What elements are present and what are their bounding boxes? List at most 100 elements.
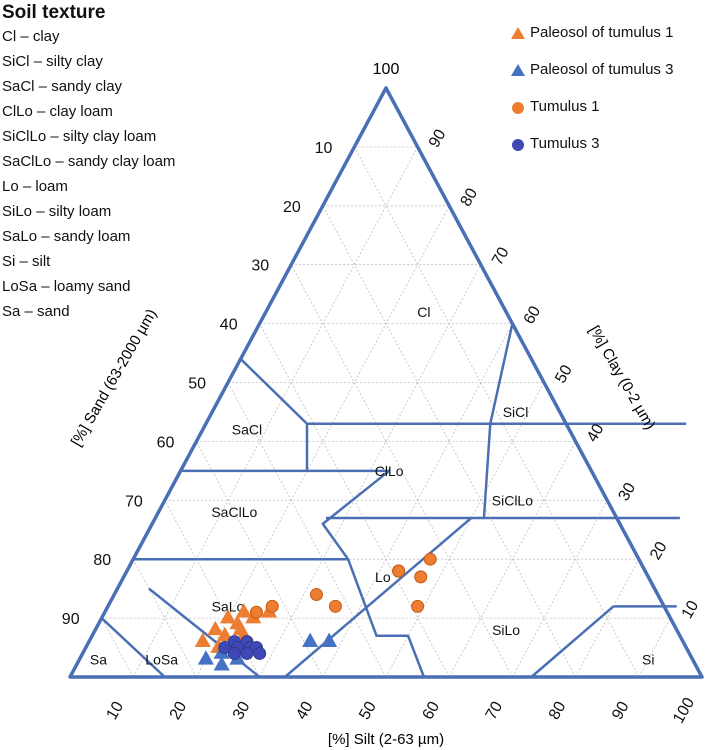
grid-line-silt [638,617,671,678]
legend-marker [511,26,525,39]
soil-texture-legend-item: Si – silt [2,253,51,270]
silt-tick-label: 90 [609,699,633,723]
silt-tick-label: 10 [103,699,127,723]
clay-tick-label: 80 [457,186,481,210]
point-paleosol-of-tumulus-1 [216,626,233,642]
silt-tick-label: 60 [419,699,443,723]
region-label-salo: SaLo [212,598,245,614]
point-paleosol-of-tumulus-3 [197,650,214,665]
soil-texture-legend-item: ClLo – clay loam [2,103,113,120]
region-boundary [530,605,615,678]
silt-tick-label: 40 [293,699,317,723]
silt-tick-label: 50 [356,699,380,723]
legend-marker [512,138,524,151]
clay-tick-label: 50 [552,362,576,386]
point-tumulus-3 [218,641,232,655]
circle-marker-icon [512,138,524,151]
series-legend-item: Paleosol of tumulus 1 [510,14,673,51]
series-legend-label: Tumulus 3 [530,135,600,152]
clay-tick-label: 90 [426,127,450,151]
soil-texture-legend-item: Cl – clay [2,28,60,45]
sand-tick-label: 50 [188,376,206,393]
clay-axis-title: [%] Clay (0-2 µm) [585,323,658,433]
soil-texture-legend-item: Lo – loam [2,178,68,195]
grid-line-silt [196,205,450,678]
grid-line-sand [354,146,640,678]
sand-tick-label: 10 [315,140,333,157]
region-label-sicllo: SiClLo [492,492,533,508]
circle-marker-icon [512,101,524,114]
legend-marker [511,63,525,76]
series-legend-label: Paleosol of tumulus 1 [530,24,674,41]
point-paleosol-of-tumulus-1 [194,632,211,647]
silt-tick-label: 30 [230,699,254,723]
grid-line-sand [101,617,134,678]
point-tumulus-1 [309,588,323,602]
region-label-cllo: ClLo [375,463,404,479]
point-paleosol-of-tumulus-1 [207,620,224,636]
region-label-silo: SiLo [492,622,520,638]
region-boundary [284,517,473,678]
silt-tick-label: 70 [483,699,507,723]
clay-tick-label: 20 [647,539,671,563]
clay-tick-label: 40 [584,421,608,445]
soil-texture-legend-item: SiLo – silty loam [2,203,112,220]
sand-axis-title: [%] Sand (63-2000 µm) [68,306,160,449]
series-legend: Paleosol of tumulus 1 Paleosol of tumulus… [510,14,673,162]
data-points [194,552,437,671]
soil-texture-legend-title: Soil texture [2,2,106,23]
region-label-sacllo: SaClLo [211,504,257,520]
point-paleosol-of-tumulus-1 [219,609,237,624]
legend-marker [512,101,524,114]
grid-line-silt [385,382,545,678]
series-legend-item: Tumulus 1 [510,88,673,125]
region-boundary [307,323,514,425]
point-tumulus-1 [392,564,406,578]
soil-texture-legend-item: LoSa – loamy sand [2,278,131,295]
grid-line-sand [322,205,576,678]
triangle-marker-icon [511,63,525,76]
region-label-cl: Cl [417,304,430,320]
triangle-frame [68,86,704,679]
series-legend-item: Paleosol of tumulus 3 [510,51,673,88]
point-tumulus-1 [328,599,342,613]
soil-texture-legend: Soil texture Cl – clay SiCl – silty clay S… [2,2,175,324]
sand-tick-label: 30 [251,258,269,275]
region-label-losa: LoSa [145,651,178,667]
point-paleosol-of-tumulus-3 [213,656,230,671]
silt-axis-title: [%] Silt (2-63 µm) [328,731,444,748]
point-tumulus-1 [423,552,437,566]
region-boundary [100,617,166,678]
region-label-sicl: SiCl [503,404,529,420]
point-tumulus-1 [414,570,428,584]
sand-tick-label: 20 [283,199,301,216]
point-tumulus-1 [265,599,279,613]
grid-line-sand [290,264,513,678]
silt-tick-label: 100 [670,695,698,727]
soil-texture-legend-item: SiCl – silty clay [2,53,103,70]
region-boundary [239,358,426,678]
silt-tick-label: 80 [546,699,570,723]
soil-texture-legend-item: SiClLo – silty clay loam [2,128,157,145]
point-tumulus-3 [240,646,254,660]
apex-label: 100 [373,61,400,78]
series-legend-item: Tumulus 3 [510,125,673,162]
region-label-sa: Sa [90,651,107,667]
grid-line-sand [259,323,450,678]
region-labels: Cl SiCl SaCl ClLo SiClLo SaClLo Lo SiLo SaLo Si Lo… [90,304,655,668]
point-tumulus-3 [253,646,267,660]
sand-tick-label: 80 [93,552,111,569]
region-label-si: Si [642,651,654,667]
point-tumulus-1 [249,605,263,619]
sand-tick-label: 90 [62,611,80,628]
grid-lines [101,146,671,678]
silt-tick-label: 20 [167,699,191,723]
grid-line-silt [512,500,608,678]
soil-texture-legend-item: SaClLo – sandy clay loam [2,153,176,170]
sand-tick-label: 40 [220,317,238,334]
clay-tick-label: 10 [679,598,703,622]
series-legend-label: Tumulus 1 [530,98,600,115]
point-paleosol-of-tumulus-3 [321,632,338,647]
soil-texture-legend-item: SaLo – sandy loam [2,228,131,245]
